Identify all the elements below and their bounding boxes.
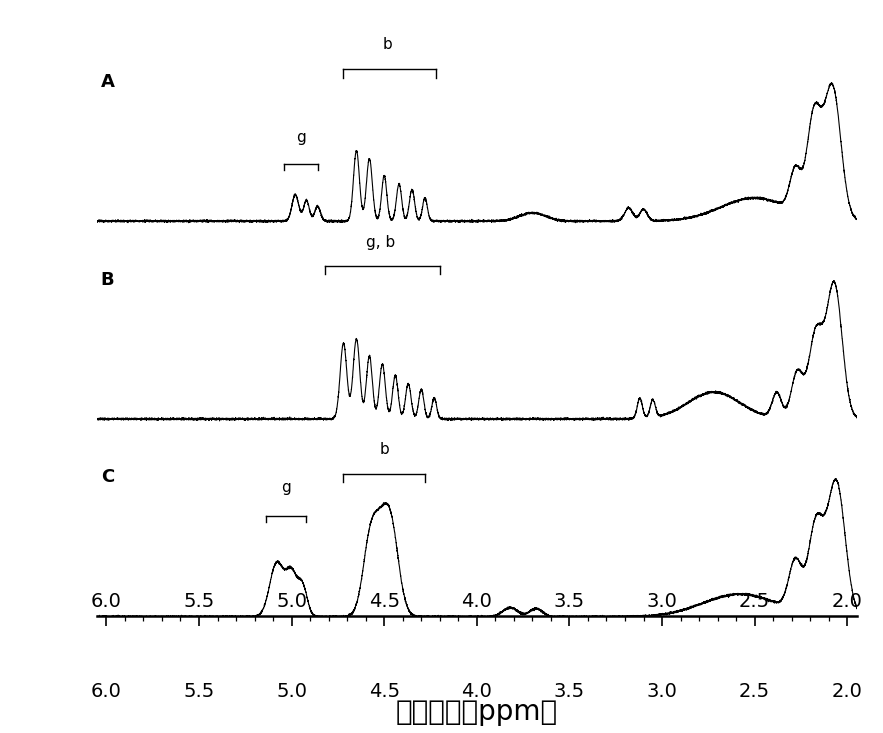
Text: 5.0: 5.0 bbox=[276, 682, 307, 701]
Text: 4.5: 4.5 bbox=[368, 682, 400, 701]
Text: 3.0: 3.0 bbox=[646, 682, 677, 701]
Text: 2.0: 2.0 bbox=[832, 682, 863, 701]
Text: C: C bbox=[101, 468, 114, 487]
Text: 化学位移（ppm）: 化学位移（ppm） bbox=[396, 698, 558, 726]
Text: 3.5: 3.5 bbox=[554, 682, 585, 701]
Text: b: b bbox=[380, 442, 389, 457]
Text: g, b: g, b bbox=[366, 235, 395, 251]
Text: B: B bbox=[101, 270, 115, 289]
Text: 4.0: 4.0 bbox=[462, 682, 492, 701]
Text: b: b bbox=[383, 37, 393, 53]
Text: 5.5: 5.5 bbox=[184, 682, 215, 701]
Text: A: A bbox=[101, 73, 115, 91]
Text: g: g bbox=[296, 130, 306, 145]
Text: g: g bbox=[281, 480, 291, 496]
Text: 2.5: 2.5 bbox=[739, 682, 770, 701]
Text: 6.0: 6.0 bbox=[91, 682, 122, 701]
